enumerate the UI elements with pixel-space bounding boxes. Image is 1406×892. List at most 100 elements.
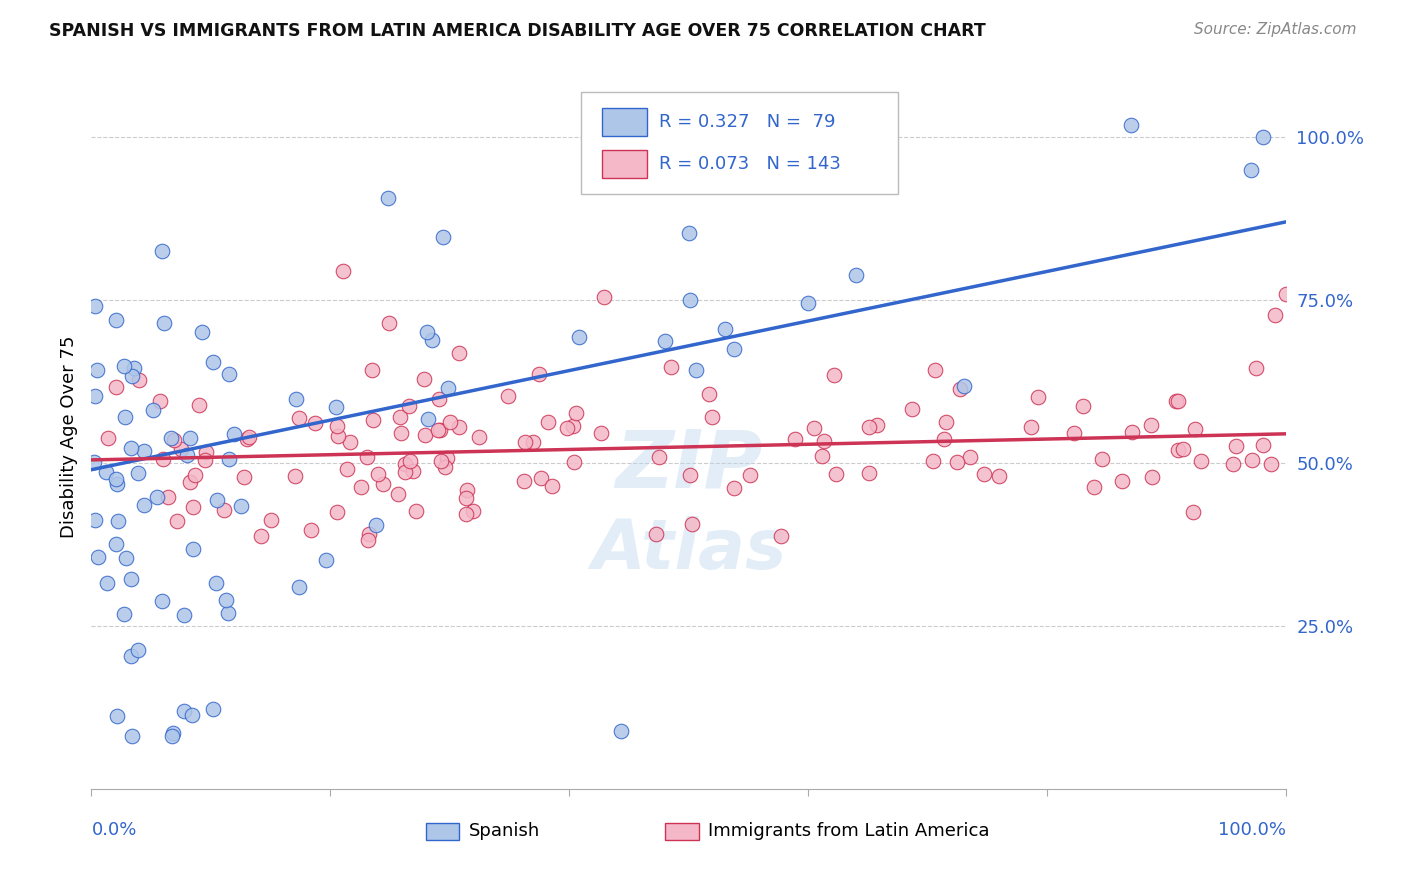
FancyBboxPatch shape — [665, 822, 699, 840]
Point — [454, 491, 477, 505]
Point — [332, 264, 354, 278]
Point — [205, 493, 228, 508]
Point — [1021, 420, 1043, 434]
Point — [1167, 394, 1189, 409]
Point — [949, 382, 972, 396]
Point — [233, 469, 256, 483]
Point — [946, 455, 969, 469]
Point — [142, 403, 165, 417]
Point — [284, 469, 307, 483]
Point — [456, 483, 478, 497]
Point — [591, 426, 613, 441]
Point — [429, 423, 451, 437]
Point — [803, 421, 825, 435]
Point — [97, 431, 120, 445]
Point — [413, 371, 436, 385]
Point — [181, 707, 204, 722]
Point — [326, 429, 349, 443]
Point — [433, 459, 456, 474]
Point — [953, 379, 976, 393]
Point — [134, 444, 156, 458]
Point — [723, 482, 745, 496]
Point — [685, 363, 707, 377]
Text: R = 0.327   N =  79: R = 0.327 N = 79 — [659, 113, 835, 131]
Point — [1173, 442, 1195, 457]
Point — [932, 432, 955, 446]
Point — [179, 431, 201, 445]
Point — [416, 326, 439, 340]
Point — [160, 431, 183, 445]
Point — [1240, 162, 1263, 177]
Point — [120, 441, 142, 455]
Point — [561, 418, 583, 433]
Point — [402, 464, 425, 478]
Point — [378, 316, 401, 330]
Point — [427, 392, 450, 407]
Point — [436, 450, 458, 465]
Point — [284, 392, 307, 407]
Point — [389, 410, 412, 425]
Point — [201, 702, 224, 716]
Text: 100.0%: 100.0% — [1219, 822, 1286, 839]
Point — [288, 411, 311, 425]
Point — [176, 448, 198, 462]
Point — [562, 455, 585, 469]
Point — [377, 192, 399, 206]
Point — [173, 607, 195, 622]
Point — [152, 452, 174, 467]
Point — [339, 434, 361, 449]
Point — [366, 518, 388, 533]
Point — [128, 373, 150, 387]
Point — [357, 533, 380, 547]
Point — [238, 430, 260, 444]
Point — [166, 514, 188, 528]
Point — [153, 316, 176, 330]
Point — [723, 342, 745, 356]
Point — [398, 400, 420, 414]
Point — [468, 430, 491, 444]
Point — [530, 471, 553, 485]
Point — [783, 432, 806, 446]
Point — [105, 472, 128, 486]
Point — [83, 455, 105, 469]
Point — [325, 505, 347, 519]
Point — [127, 643, 149, 657]
Point — [105, 313, 128, 327]
Point — [1251, 438, 1274, 452]
Point — [121, 369, 143, 384]
Point — [149, 393, 172, 408]
Point — [150, 244, 173, 258]
Point — [461, 504, 484, 518]
Point — [389, 425, 412, 440]
Point — [1225, 439, 1247, 453]
Point — [1142, 469, 1164, 483]
Point — [1240, 453, 1263, 467]
Point — [924, 363, 946, 377]
Point — [86, 362, 108, 376]
Point — [260, 513, 283, 527]
Point — [170, 442, 193, 456]
Point — [697, 386, 720, 401]
Point — [702, 409, 724, 424]
Point — [201, 354, 224, 368]
Point — [146, 490, 169, 504]
Point — [679, 468, 702, 483]
Point — [456, 507, 478, 521]
Text: SPANISH VS IMMIGRANTS FROM LATIN AMERICA DISABILITY AGE OVER 75 CORRELATION CHAR: SPANISH VS IMMIGRANTS FROM LATIN AMERICA… — [49, 22, 986, 40]
Point — [150, 594, 173, 608]
Point — [371, 477, 394, 491]
Point — [214, 593, 236, 607]
Point — [84, 513, 107, 527]
Point — [120, 649, 142, 664]
Point — [250, 529, 273, 543]
Text: Immigrants from Latin America: Immigrants from Latin America — [709, 822, 990, 840]
Point — [513, 474, 536, 488]
Point — [515, 435, 537, 450]
Point — [678, 226, 700, 240]
Point — [399, 454, 422, 468]
Point — [813, 434, 835, 448]
Point — [160, 729, 183, 743]
Point — [679, 293, 702, 308]
Point — [541, 479, 564, 493]
Point — [681, 517, 703, 532]
